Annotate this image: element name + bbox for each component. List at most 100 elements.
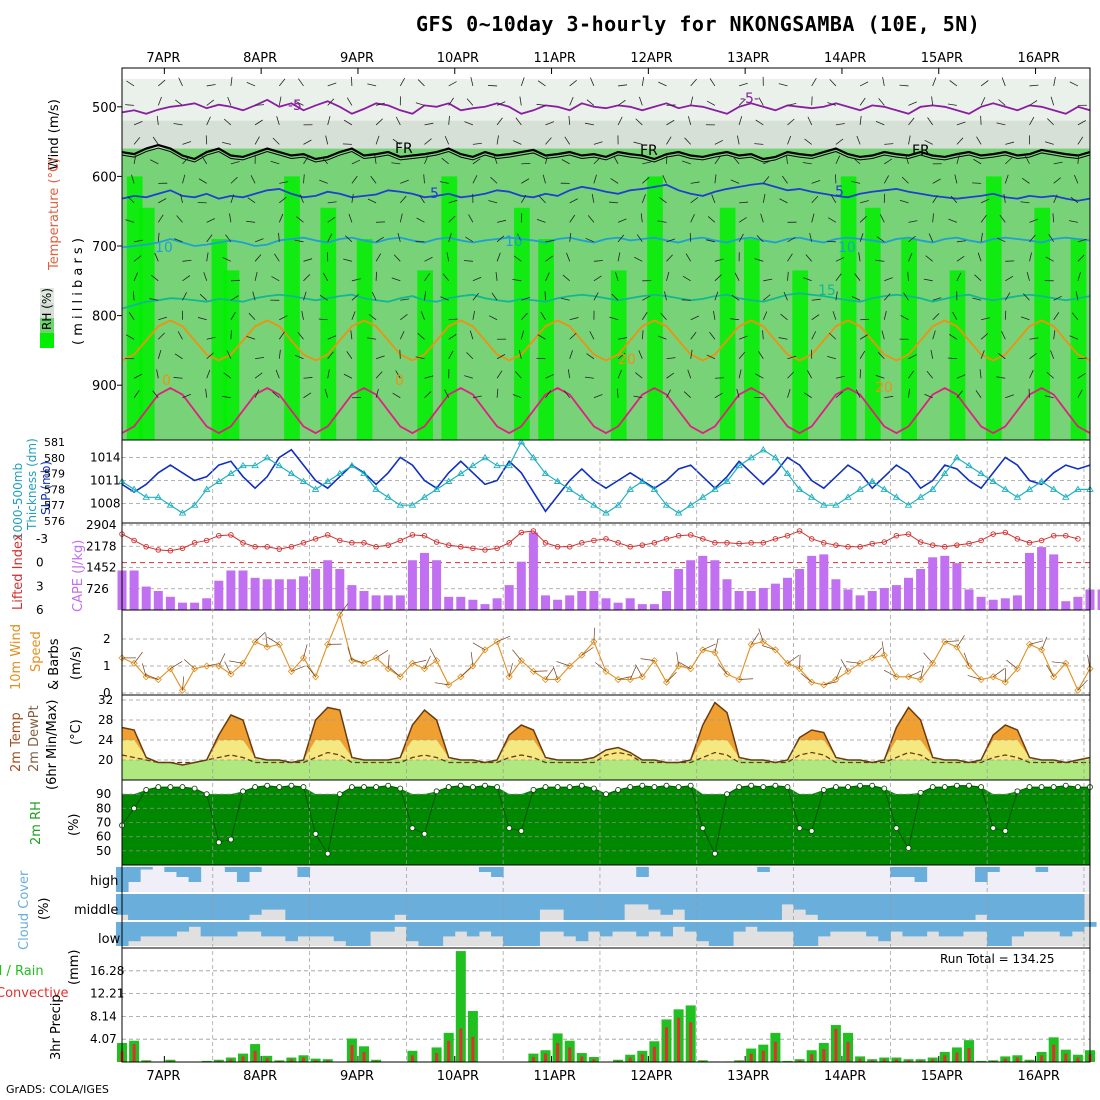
wind-barb — [835, 375, 845, 379]
wind-barb — [584, 122, 594, 126]
wind-speed-point — [191, 665, 199, 673]
wind-barb — [975, 390, 982, 398]
cape-bar — [1037, 547, 1047, 610]
cloud-cover-bar — [128, 867, 141, 882]
thickness-point — [239, 461, 247, 469]
wind-barb — [884, 158, 893, 165]
lifted-point — [736, 540, 742, 547]
wind-barb — [351, 294, 359, 301]
cloud-cover-bar — [1059, 894, 1073, 920]
lifted-point — [639, 542, 646, 548]
cloud-cover-bar — [805, 894, 819, 915]
marks-layer — [115, 67, 1100, 1063]
cloud-cover-bar — [212, 922, 226, 937]
wind-barb — [832, 311, 837, 320]
thickness-point — [227, 469, 235, 477]
wind-speed-line — [121, 612, 1091, 692]
wind-barb — [762, 330, 764, 340]
date-label-bottom: 12APR — [630, 1069, 672, 1084]
wind-barb — [175, 99, 183, 106]
wind-barb — [472, 158, 481, 165]
wind-barb-10m — [1051, 661, 1066, 664]
wind-barb — [682, 275, 691, 282]
wind-barb-10m — [1046, 664, 1054, 677]
lifted-point — [203, 537, 210, 544]
wind-barb — [156, 369, 159, 379]
run-total-label: Run Total = 134.25 — [940, 952, 1055, 966]
cloud-cover-bar — [999, 894, 1012, 920]
wind-barb — [930, 349, 934, 359]
lifted-tick-label: 6 — [36, 603, 44, 617]
wind-barb — [392, 138, 401, 145]
wind-barb — [318, 318, 328, 321]
wind-barb — [932, 330, 936, 340]
cloud-cover-bar — [297, 922, 311, 937]
cloud-cover-bar — [793, 894, 807, 910]
wind-barb-10m — [265, 633, 268, 648]
wind-barb — [472, 142, 482, 145]
wind-barb — [618, 337, 628, 340]
wind-barb — [780, 313, 788, 321]
wind-barb — [255, 104, 265, 106]
wind-barb — [152, 136, 159, 145]
thickness-point — [795, 485, 804, 492]
precip-convective-bar — [749, 1053, 753, 1062]
wind-barb — [859, 233, 864, 242]
wind-barb — [924, 393, 933, 399]
wind-barb — [424, 273, 430, 282]
date-label-top: 15APR — [921, 51, 963, 66]
precip-convective-bar — [943, 1055, 947, 1062]
lifted-point — [542, 540, 549, 546]
cloud-cover-bar — [236, 894, 250, 920]
wind-barb — [569, 317, 579, 321]
wind-barb — [133, 154, 137, 164]
thickness-point — [323, 477, 332, 484]
slp-tick-label: 1008 — [90, 497, 121, 511]
wind-barb — [448, 215, 456, 223]
wind-barb — [924, 139, 933, 145]
cloud-cover-bar — [128, 894, 141, 920]
contour-label: 5 — [835, 184, 844, 200]
lifted-point — [530, 528, 537, 534]
cloud-cover-bar — [926, 922, 940, 932]
wind-barb — [150, 159, 159, 165]
chart-title: GFS 0~10day 3-hourly for NKONGSAMBA (10E… — [416, 12, 981, 36]
wind-tick-label: 2 — [103, 632, 111, 646]
thickness-point — [190, 501, 199, 508]
wind-barb-10m — [182, 676, 185, 691]
date-label-top: 14APR — [824, 51, 866, 66]
contour-line-FR — [121, 143, 1091, 161]
wind-barb — [1023, 293, 1030, 301]
lifted-point — [155, 547, 162, 553]
wind-tick-label: 0 — [103, 686, 111, 700]
cloud-cover-bar — [176, 922, 190, 932]
wind-barb — [932, 313, 940, 321]
wind-barb — [464, 121, 474, 126]
rh-point — [603, 791, 609, 798]
cloud-cover-bar — [793, 922, 807, 946]
rh-point — [578, 782, 585, 789]
wind-barb — [537, 80, 546, 87]
rh-point — [445, 784, 452, 790]
wind-barb — [569, 96, 574, 106]
wind-barb — [440, 296, 449, 301]
wind-barb — [666, 357, 676, 360]
wind-barb — [303, 139, 312, 145]
thickness-point — [311, 485, 320, 492]
wind-barb — [714, 139, 724, 145]
wind-barb — [199, 293, 207, 301]
wind-barb — [1005, 157, 1013, 165]
lifted-point — [385, 542, 391, 548]
thickness-point — [614, 501, 622, 508]
wind-barb — [805, 254, 813, 262]
cloud-cover-bar — [757, 922, 770, 932]
wind-barb — [173, 377, 183, 379]
thickness-point — [783, 469, 792, 477]
cloud-cover-bar — [478, 922, 492, 932]
wind-barb-10m — [871, 647, 883, 659]
wind-barb — [490, 176, 498, 184]
wind-barb — [636, 234, 643, 243]
precip-convective-bar — [592, 1059, 596, 1062]
wind-barb — [545, 374, 554, 379]
wind-barb — [370, 175, 377, 184]
